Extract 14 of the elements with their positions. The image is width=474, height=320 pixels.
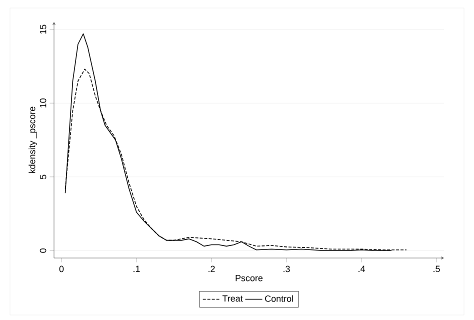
x-tick-label: .2 [208, 266, 215, 272]
y-tick-label: 10 [40, 98, 46, 108]
x-axis-title: Pscore [236, 274, 263, 282]
x-tick-label: .3 [284, 266, 290, 272]
y-tick-label: 0 [40, 248, 46, 253]
legend-label: Control [265, 295, 293, 302]
y-tick-label: 5 [40, 174, 46, 180]
x-tick-label: .1 [134, 266, 140, 272]
y-axis-title: kdensity _pscore [28, 106, 38, 174]
x-tick-label: .4 [358, 266, 365, 272]
y-tick-label: 15 [40, 24, 46, 34]
x-tick-label: .5 [434, 266, 440, 272]
x-tick-label: 0 [59, 266, 64, 272]
legend-label: Treat [222, 295, 243, 302]
